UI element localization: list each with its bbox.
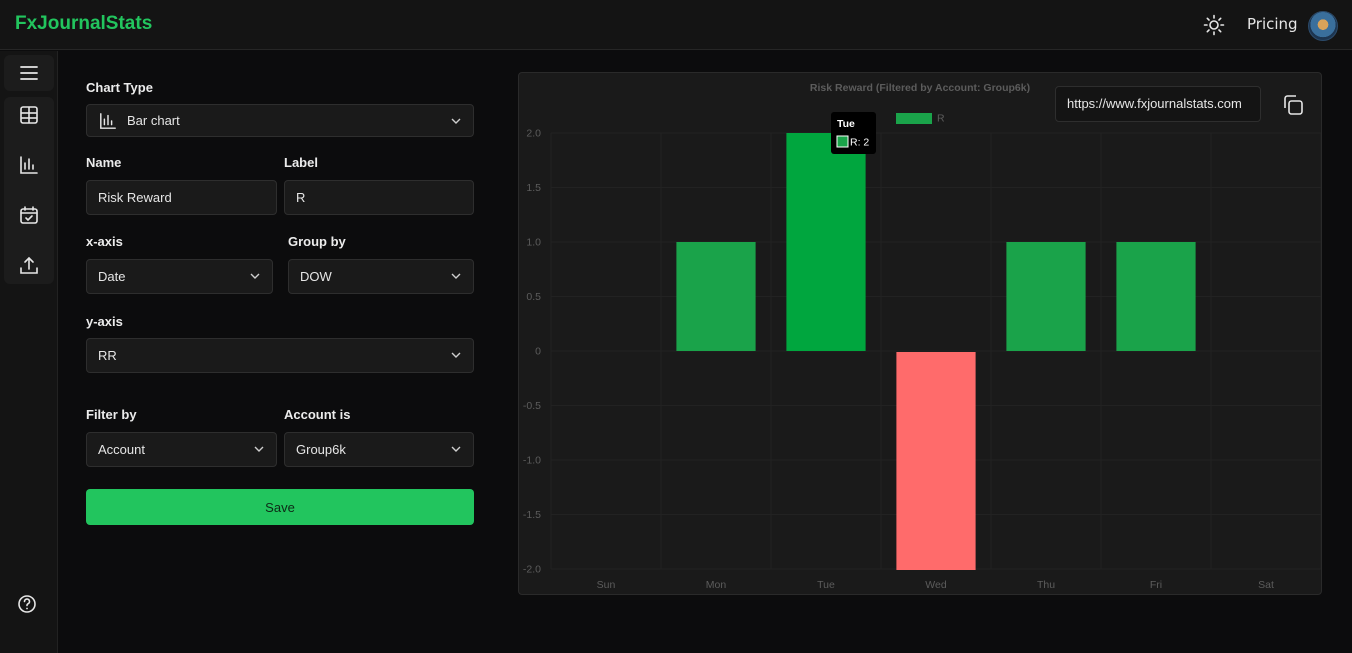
x-tick-label: Sun [597,579,616,591]
avatar[interactable] [1308,11,1338,41]
accountis-select[interactable]: Group6k [284,432,474,467]
sidebar-item-calendar[interactable] [4,195,54,235]
top-bar: FxJournalStats Pricing [0,0,1352,50]
sidebar-menu-button[interactable] [4,53,54,93]
table-icon [20,106,38,124]
xaxis-select[interactable]: Date [86,259,273,294]
save-button[interactable]: Save [86,489,474,525]
bar-fri[interactable] [1116,242,1196,351]
sun-icon[interactable] [1203,14,1225,36]
name-label: Name [86,155,122,170]
label-input-value: R [296,190,306,205]
bar-tue[interactable] [786,133,866,351]
help-circle-icon[interactable] [17,594,37,614]
filterby-label: Filter by [86,407,137,422]
chevron-down-icon [451,352,461,358]
chart-type-value: Bar chart [127,113,180,128]
bars [676,133,1196,570]
sidebar [0,51,58,653]
x-tick-label: Sat [1258,579,1274,591]
sidebar-menu-group [4,55,54,91]
name-input[interactable]: Risk Reward [86,180,277,215]
chevron-down-icon [250,273,260,279]
chart-type-select[interactable]: Bar chart [86,104,474,137]
y-tick-label: 2.0 [526,128,541,140]
accountis-label: Account is [284,407,351,422]
chevron-down-icon [451,446,461,452]
yaxis-value: RR [98,348,117,363]
x-tick-label: Tue [817,579,835,591]
chart-tooltip: Tue R: 2 [831,112,876,154]
label-input[interactable]: R [284,180,474,215]
menu-icon [20,66,38,80]
legend-label: R [937,113,945,125]
y-tick-label: 0 [535,346,541,358]
y-tick-label: 0.5 [526,291,541,303]
bar-chart-icon [100,112,116,129]
label-label: Label [284,155,318,170]
x-tick-label: Mon [706,579,727,591]
yaxis-label: y-axis [86,314,123,329]
groupby-label: Group by [288,234,346,249]
sidebar-item-table[interactable] [4,95,54,135]
calendar-check-icon [20,206,38,224]
y-tick-label: -0.5 [523,400,541,412]
groupby-value: DOW [300,269,332,284]
chart-config-form: Chart Type Bar chart Name Risk Reward La… [58,51,502,653]
pricing-link[interactable]: Pricing [1247,15,1298,33]
x-tick-label: Wed [925,579,947,591]
y-tick-label: 1.0 [526,237,541,249]
bar-chart: Risk Reward (Filtered by Account: Group6… [523,82,1322,591]
share-url-input[interactable]: https://www.fxjournalstats.com [1055,86,1261,122]
x-axis-ticks: Sun Mon Tue Wed Thu Fri Sat [597,579,1274,591]
sidebar-item-charts[interactable] [4,145,54,185]
sidebar-nav-group [4,97,54,284]
filterby-value: Account [98,442,145,457]
filterby-select[interactable]: Account [86,432,277,467]
groupby-select[interactable]: DOW [288,259,474,294]
copy-icon[interactable] [1282,94,1304,116]
name-input-value: Risk Reward [98,190,172,205]
brand-logo[interactable]: FxJournalStats [15,13,153,34]
xaxis-label: x-axis [86,234,123,249]
yaxis-select[interactable]: RR [86,338,474,373]
upload-icon [20,256,38,274]
bar-wed[interactable] [896,352,976,570]
tooltip-value: R: 2 [850,137,869,149]
x-tick-label: Fri [1150,579,1162,591]
sidebar-item-upload[interactable] [4,245,54,285]
y-tick-label: -1.0 [523,455,541,467]
y-tick-label: 1.5 [526,182,541,194]
x-tick-label: Thu [1037,579,1055,591]
chart-title: Risk Reward (Filtered by Account: Group6… [810,82,1030,94]
chevron-down-icon [254,446,264,452]
y-tick-label: -1.5 [523,509,541,521]
chevron-down-icon [451,273,461,279]
tooltip-swatch [836,135,849,148]
chart-type-label: Chart Type [86,80,153,95]
bar-thu[interactable] [1006,242,1086,351]
bar-chart-icon [20,156,38,174]
y-axis-ticks: 2.0 1.5 1.0 0.5 0 -0.5 -1.0 -1.5 -2.0 [523,128,541,576]
bar-mon[interactable] [676,242,756,351]
tooltip-title: Tue [837,118,855,130]
legend-swatch [896,113,932,124]
xaxis-value: Date [98,269,126,284]
chart-card: Risk Reward (Filtered by Account: Group6… [518,72,1322,595]
chevron-down-icon [451,118,461,124]
y-tick-label: -2.0 [523,564,541,576]
accountis-value: Group6k [296,442,346,457]
